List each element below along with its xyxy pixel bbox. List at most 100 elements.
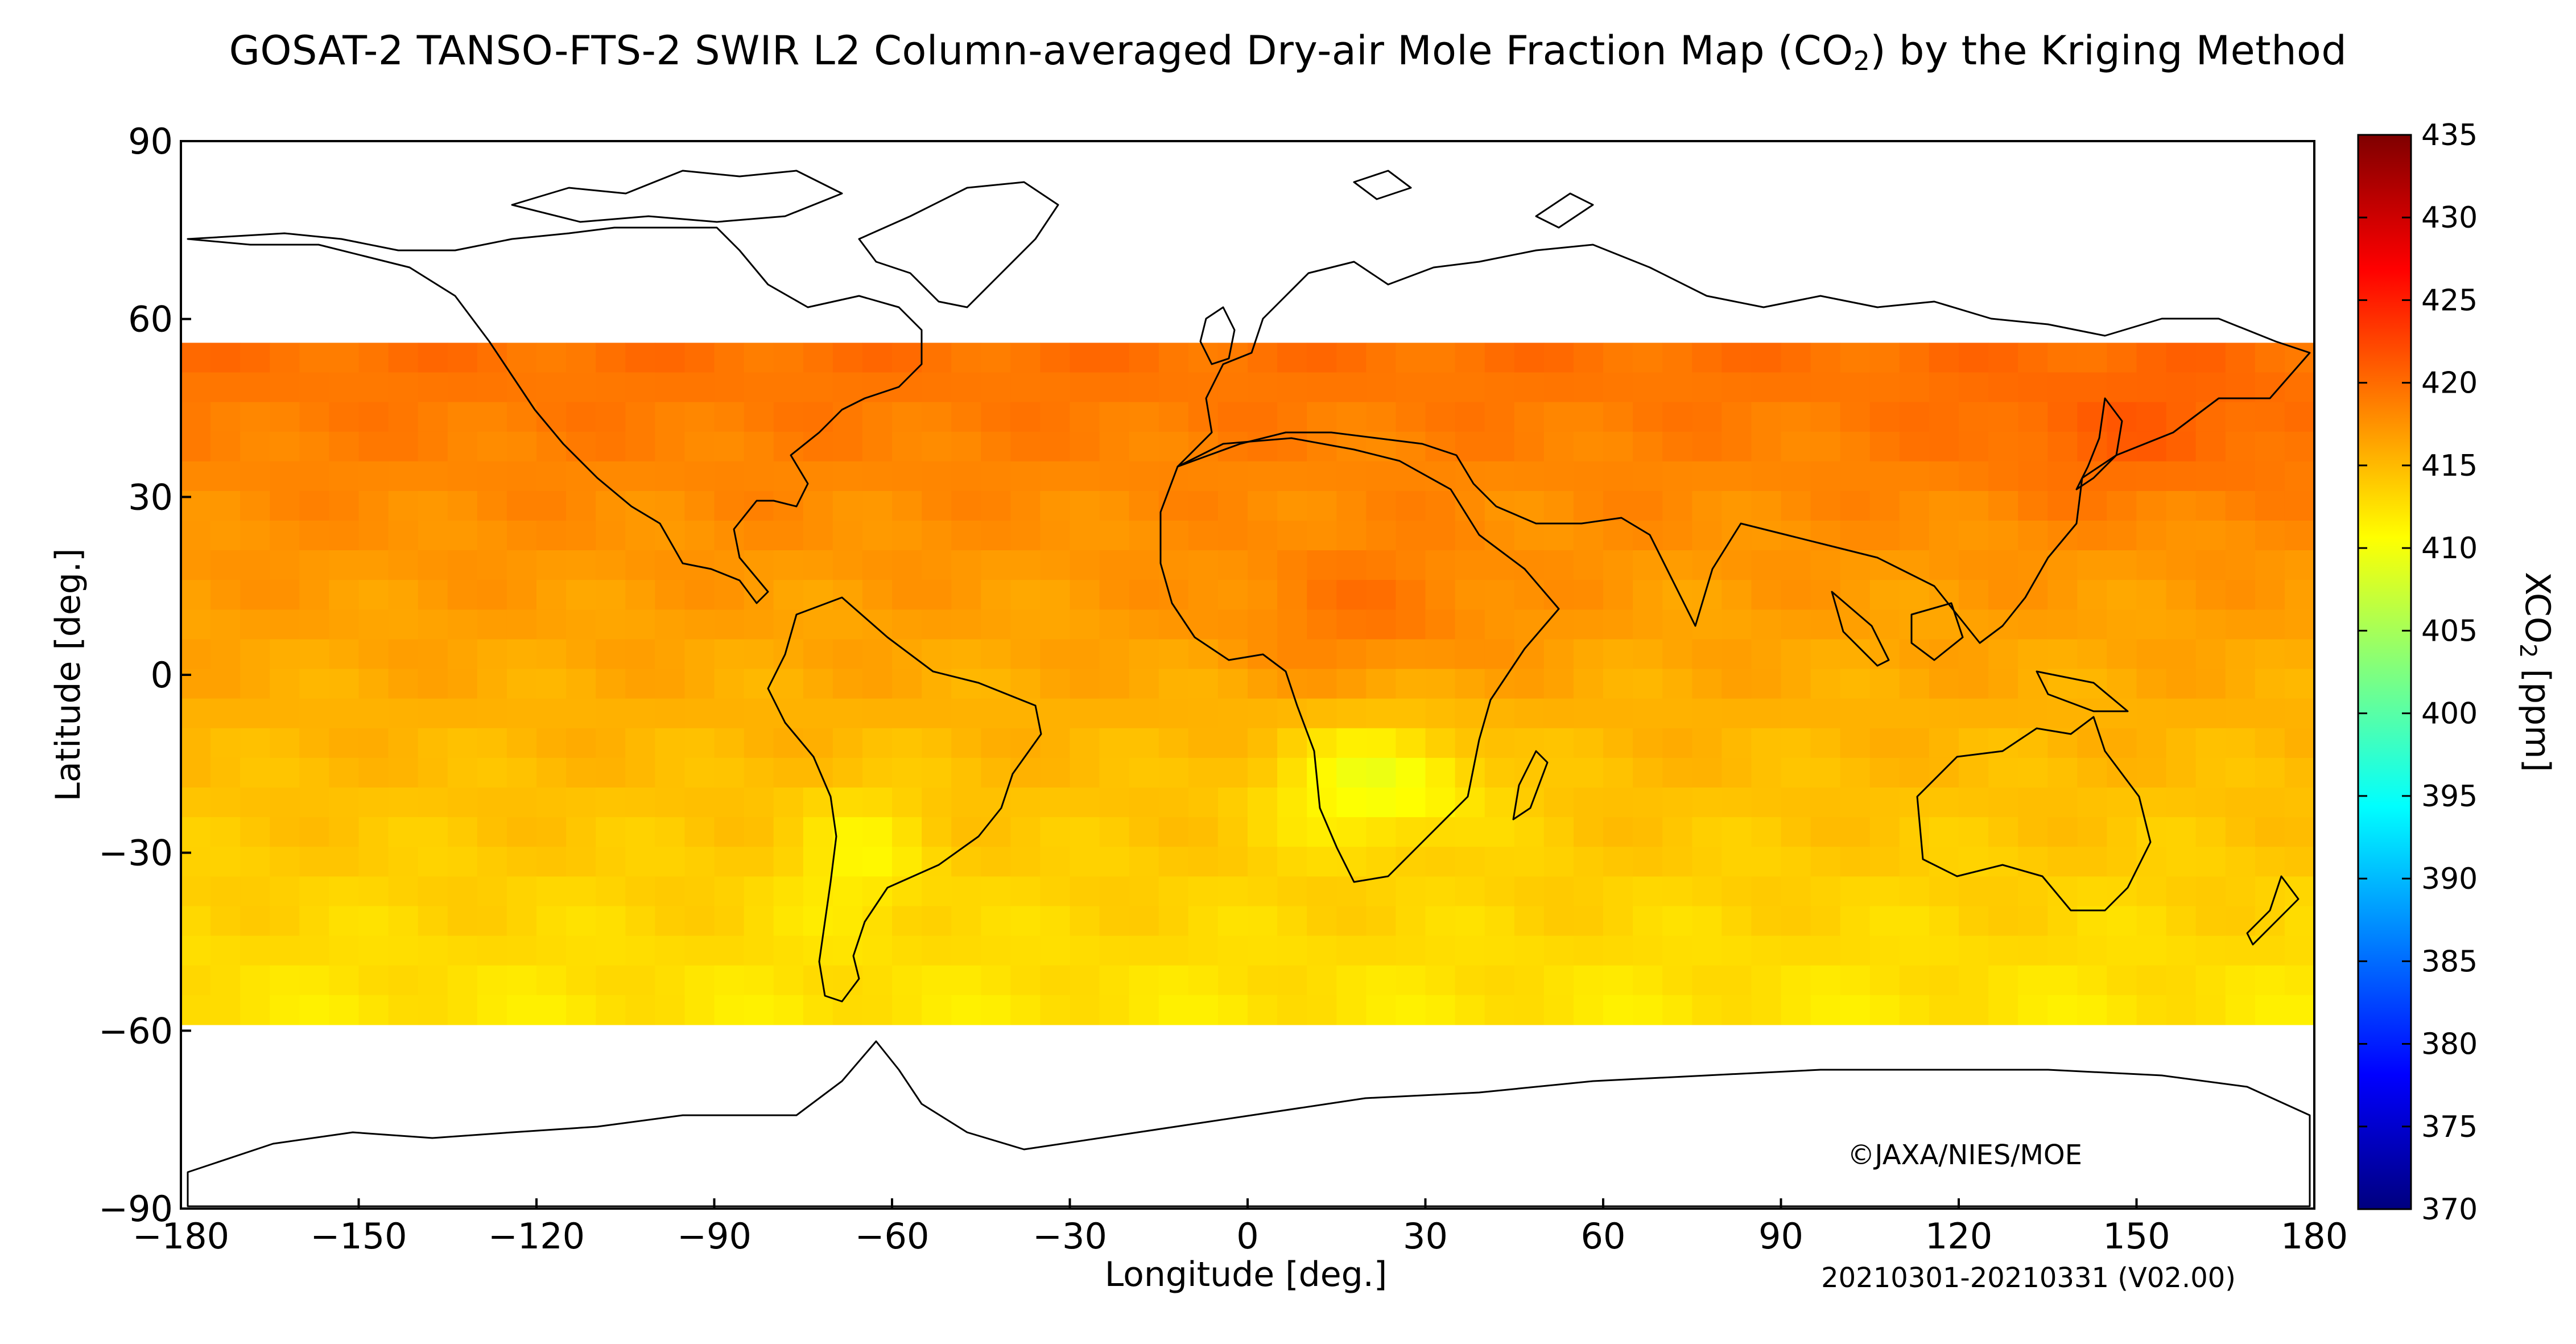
- heatmap-cell: [1336, 490, 1367, 521]
- heatmap-cell: [1603, 461, 1633, 492]
- heatmap-cell: [981, 490, 1011, 521]
- heatmap-cell: [536, 639, 567, 670]
- heatmap-cell: [744, 906, 774, 937]
- heatmap-cell: [1396, 757, 1426, 788]
- heatmap-cell: [922, 372, 952, 403]
- heatmap-cell: [981, 402, 1011, 432]
- heatmap-cell: [1722, 490, 1752, 521]
- y-tick-label: 30: [128, 476, 173, 518]
- heatmap-cell: [477, 876, 507, 907]
- heatmap-cell: [2077, 757, 2107, 788]
- heatmap-cell: [1366, 876, 1396, 907]
- heatmap-cell: [892, 431, 922, 462]
- heatmap-cell: [1484, 788, 1515, 818]
- heatmap-cell: [2166, 490, 2197, 521]
- heatmap-cell: [1099, 490, 1130, 521]
- heatmap-cell: [892, 817, 922, 847]
- heatmap-cell: [566, 550, 596, 580]
- heatmap-cell: [1662, 580, 1692, 610]
- heatmap-cell: [329, 550, 360, 580]
- heatmap-cell: [2136, 521, 2167, 551]
- heatmap-cell: [1366, 639, 1396, 670]
- heatmap-cell: [2047, 817, 2078, 847]
- heatmap-cell: [1158, 372, 1189, 403]
- colorbar-tick-label: 375: [2421, 1110, 2478, 1144]
- heatmap-cell: [684, 995, 715, 1025]
- heatmap-cell: [388, 521, 419, 551]
- heatmap-cell: [744, 521, 774, 551]
- heatmap-cell: [506, 817, 537, 847]
- coast-north-america: [187, 226, 923, 604]
- heatmap-cell: [2225, 965, 2256, 996]
- heatmap-cell: [1929, 550, 1959, 580]
- heatmap-cell: [625, 639, 655, 670]
- heatmap-cell: [1277, 372, 1307, 403]
- heatmap-cell: [1396, 906, 1426, 937]
- heatmap-cell: [329, 431, 360, 462]
- heatmap-cell: [2018, 521, 2048, 551]
- heatmap-cell: [2166, 343, 2197, 373]
- heatmap-cell: [358, 550, 389, 580]
- heatmap-cell: [1425, 669, 1456, 699]
- heatmap-cell: [1573, 847, 1604, 877]
- heatmap-cell: [1040, 521, 1071, 551]
- heatmap-cell: [2077, 639, 2107, 670]
- x-tick-label: 0: [1236, 1215, 1258, 1257]
- heatmap-cell: [2107, 609, 2137, 640]
- heatmap-cell: [299, 639, 329, 670]
- heatmap-cell: [684, 580, 715, 610]
- heatmap-cell: [922, 876, 952, 907]
- heatmap-cell: [2225, 757, 2256, 788]
- heatmap-cell: [536, 935, 567, 966]
- heatmap-cell: [1040, 906, 1071, 937]
- heatmap-cell: [2047, 461, 2078, 492]
- heatmap-cell: [388, 461, 419, 492]
- heatmap-cell: [2284, 669, 2314, 699]
- heatmap-cell: [2166, 876, 2197, 907]
- heatmap-cell: [1158, 876, 1189, 907]
- heatmap-cell: [773, 728, 804, 758]
- heatmap-cell: [1248, 965, 1278, 996]
- heatmap-cell: [1277, 343, 1307, 373]
- heatmap-cell: [1425, 847, 1456, 877]
- heatmap-cell: [1217, 728, 1248, 758]
- heatmap-cell: [1277, 609, 1307, 640]
- heatmap-cell: [1573, 521, 1604, 551]
- heatmap-cell: [1010, 372, 1041, 403]
- heatmap-cell: [1603, 698, 1633, 729]
- heatmap-cell: [1425, 817, 1456, 847]
- heatmap-cell: [1810, 639, 1841, 670]
- heatmap-cell: [1514, 876, 1545, 907]
- heatmap-cell: [447, 402, 478, 432]
- heatmap-cell: [714, 817, 745, 847]
- heatmap-cell: [1840, 461, 1871, 492]
- heatmap-cell: [1396, 817, 1426, 847]
- heatmap-cell: [1277, 521, 1307, 551]
- heatmap-cell: [2195, 876, 2226, 907]
- heatmap-cell: [2166, 847, 2197, 877]
- heatmap-cell: [655, 876, 685, 907]
- heatmap-cell: [1366, 372, 1396, 403]
- heatmap-cell: [1158, 757, 1189, 788]
- colorbar-ticks: 4354304254204154104054003953903853803753…: [2358, 118, 2478, 1227]
- y-tick-label: 60: [128, 299, 173, 340]
- heatmap-cell: [1484, 609, 1515, 640]
- heatmap-cell: [418, 817, 448, 847]
- heatmap-cell: [329, 490, 360, 521]
- heatmap-cell: [655, 788, 685, 818]
- coast-arctic-islands: [511, 170, 843, 223]
- heatmap-cell: [2284, 461, 2314, 492]
- heatmap-cell: [1722, 876, 1752, 907]
- heatmap-cell: [803, 461, 833, 492]
- heatmap-cell: [2284, 609, 2314, 640]
- heatmap-cell: [1662, 521, 1692, 551]
- heatmap-cell: [1010, 817, 1041, 847]
- heatmap-cell: [566, 847, 596, 877]
- heatmap-cell: [2047, 639, 2078, 670]
- heatmap-cell: [477, 906, 507, 937]
- heatmap-cell: [506, 431, 537, 462]
- y-tick-label: 0: [151, 654, 173, 696]
- heatmap-cell: [892, 461, 922, 492]
- heatmap-cell: [1781, 521, 1811, 551]
- heatmap-cell: [181, 788, 211, 818]
